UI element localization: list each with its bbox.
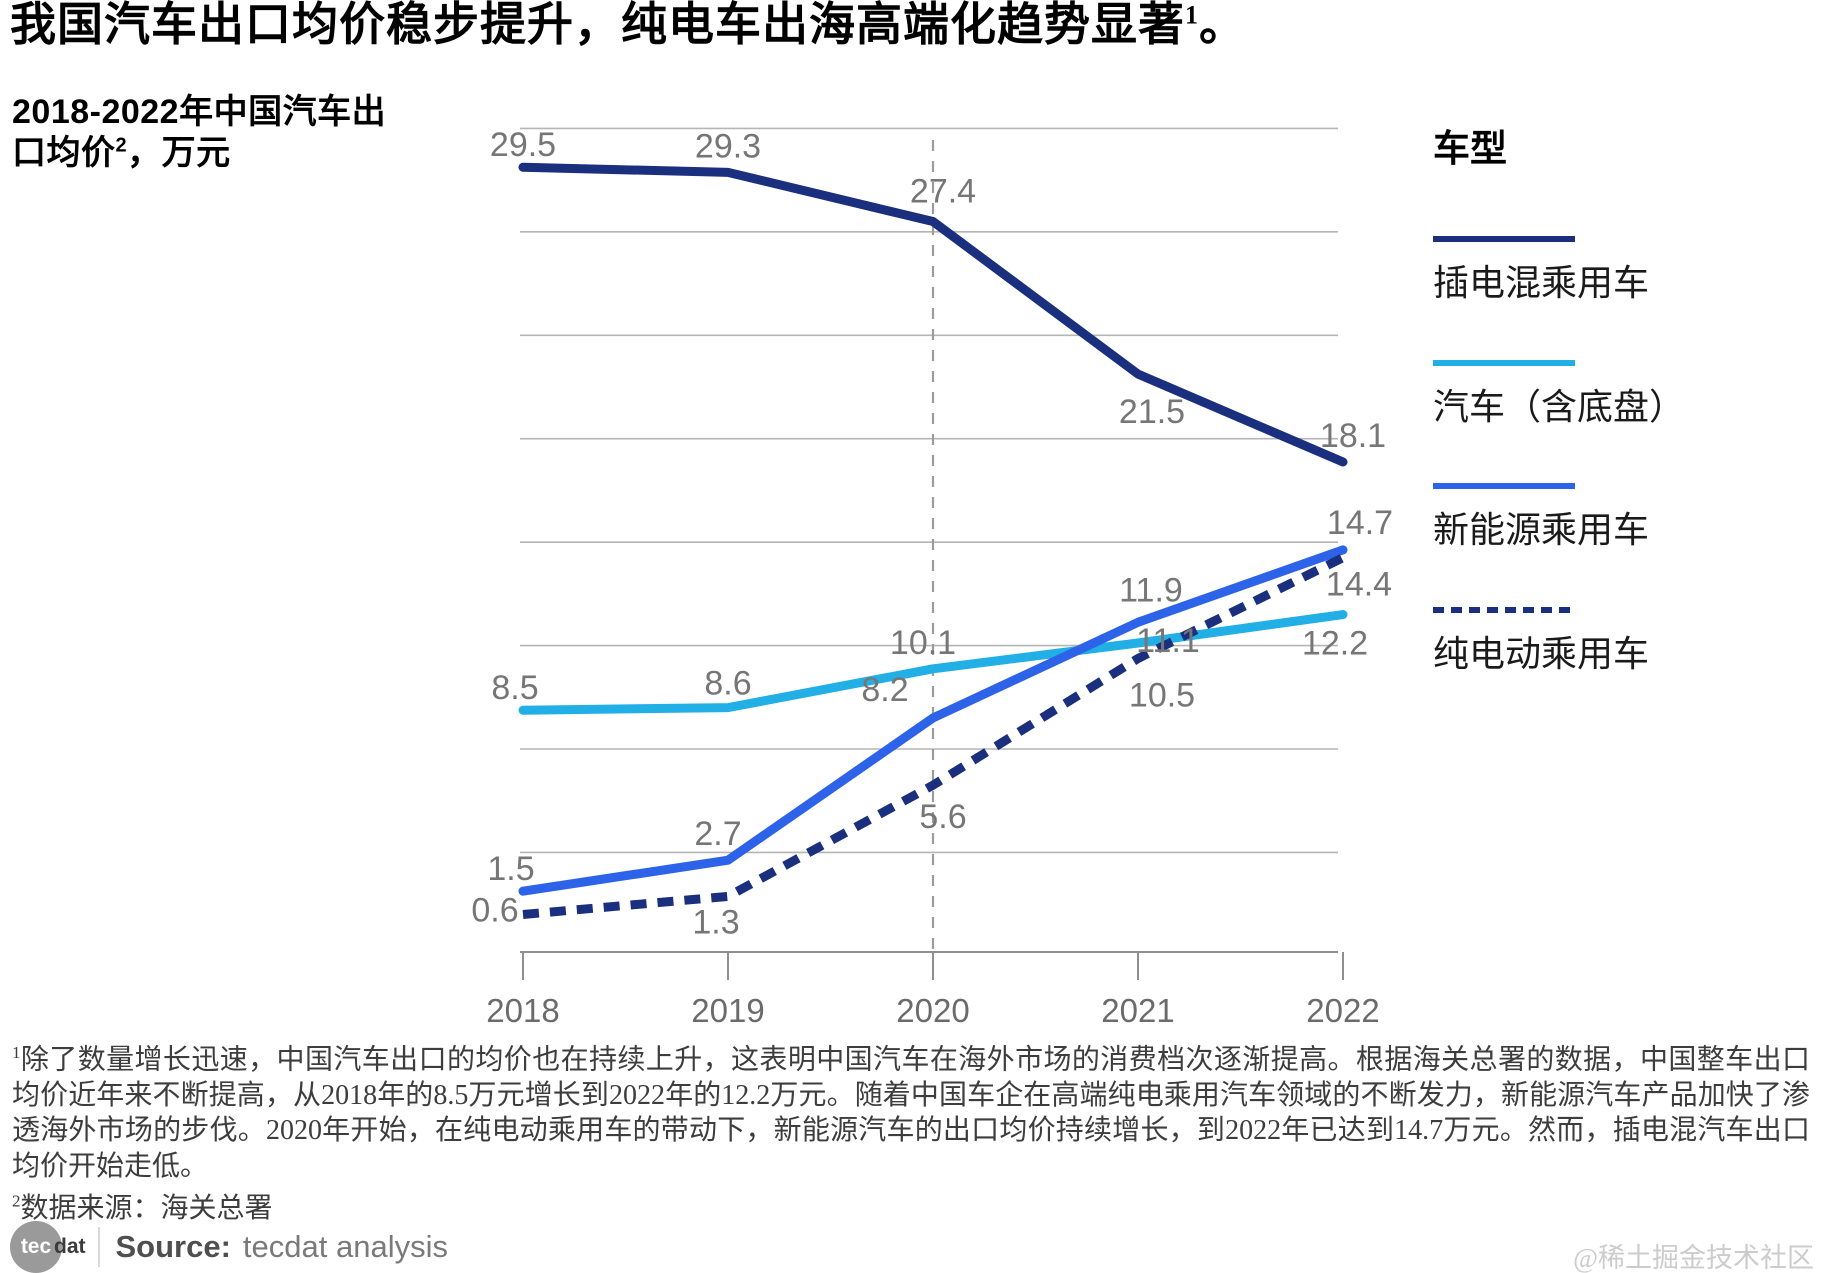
legend-swatch-solid-1 [1433,359,1575,366]
data-label-纯电动乘用车-2021: 10.5 [1129,677,1195,715]
data-label-插电混乘用车-2022: 18.1 [1320,417,1386,455]
page-title-superscript: 1 [1185,0,1199,30]
x-axis-label-2018: 2018 [486,992,559,1029]
footnote-1: 1除了数量增长迅速，中国汽车出口的均价也在持续上升，这表明中国汽车在海外市场的消… [12,1042,1810,1185]
legend-label-1: 汽车（含底盘） [1433,386,1686,427]
data-label-汽车（含底盘）-2018: 8.5 [491,669,538,707]
footnote-2-text: 数据来源：海关总署 [20,1193,273,1224]
data-label-纯电动乘用车-2018: 0.6 [471,891,518,929]
watermark: @稀土掘金技术社区 [1573,1243,1814,1273]
legend-label-3: 纯电动乘用车 [1433,633,1650,674]
chart-subtitle-superscript: 2 [115,135,128,158]
chart-subtitle: 2018-2022年中国汽车出口均价2，万元 [12,92,392,175]
series-line-新能源乘用车 [518,545,1348,896]
data-label-新能源乘用车-2022: 14.7 [1327,504,1393,542]
source-divider [97,1227,100,1267]
legend-title: 车型 [1433,129,1507,170]
page-title-text: 我国汽车出口均价稳步提升，纯电车出海高端化趋势显著 [10,0,1185,50]
legend-item-0: 插电混乘用车 [1433,236,1763,304]
source-label: Source: [115,1229,231,1264]
x-axis-label-2022: 2022 [1306,992,1379,1029]
x-axis-label-2020: 2020 [896,992,969,1029]
data-label-纯电动乘用车-2020: 5.6 [919,798,966,836]
data-label-新能源乘用车-2018: 1.5 [487,850,534,888]
chart-subtitle-text: 2018-2022年中国汽车出口均价 [12,93,387,173]
footnote-1-text: 除了数量增长迅速，中国汽车出口的均价也在持续上升，这表明中国汽车在海外市场的消费… [12,1044,1810,1182]
legend: 车型 插电混乘用车 汽车（含底盘） 新能源乘用车 纯电动乘用车 [1433,118,1763,730]
data-label-汽车（含底盘）-2022: 12.2 [1302,625,1368,663]
series-line-汽车（含底盘） [518,610,1348,715]
chart-subtitle-unit: ，万元 [127,134,231,173]
legend-swatch-solid-0 [1433,236,1575,242]
data-label-新能源乘用车-2020: 8.2 [861,671,908,709]
series-line-插电混乘用车 [518,162,1348,467]
series-line-纯电动乘用车 [522,553,1345,919]
data-label-汽车（含底盘）-2020: 10.1 [890,624,956,662]
page-title: 我国汽车出口均价稳步提升，纯电车出海高端化趋势显著1。 [10,0,1410,51]
legend-label-2: 新能源乘用车 [1433,510,1650,551]
x-axis-label-2021: 2021 [1101,992,1174,1029]
data-label-纯电动乘用车-2022: 14.4 [1326,566,1392,604]
data-label-新能源乘用车-2019: 2.7 [694,815,741,853]
data-label-汽车（含底盘）-2019: 8.6 [704,665,751,703]
data-label-纯电动乘用车-2019: 1.3 [692,903,739,941]
source-row: tec dat Source: tecdat analysis [10,1220,448,1273]
tecdat-logo-icon: tec [10,1221,62,1273]
data-label-插电混乘用车-2020: 27.4 [910,173,976,211]
data-label-插电混乘用车-2021: 21.5 [1119,393,1185,431]
data-label-插电混乘用车-2018: 29.5 [490,126,556,164]
footnote-data-source: 2数据来源：海关总署 [12,1186,273,1226]
legend-item-1: 汽车（含底盘） [1433,359,1763,428]
tecdat-logo-text: dat [54,1235,86,1258]
data-label-插电混乘用车-2019: 29.3 [695,127,761,165]
data-label-新能源乘用车-2021: 11.9 [1119,571,1183,609]
legend-items: 插电混乘用车 汽车（含底盘） 新能源乘用车 纯电动乘用车 [1433,236,1763,674]
legend-item-2: 新能源乘用车 [1433,483,1763,551]
page-title-period: 。 [1199,0,1246,50]
source-text: tecdat analysis [242,1229,448,1264]
data-label-汽车（含底盘）-2021: 11.1 [1136,622,1200,660]
legend-swatch-solid-2 [1433,483,1575,490]
footnote-1-superscript: 1 [12,1043,21,1062]
footnote-2-superscript: 2 [12,1191,21,1211]
x-axis-label-2019: 2019 [691,992,764,1029]
legend-swatch-dashed-3 [1433,606,1575,613]
legend-label-0: 插电混乘用车 [1433,263,1650,303]
legend-item-3: 纯电动乘用车 [1433,606,1763,675]
